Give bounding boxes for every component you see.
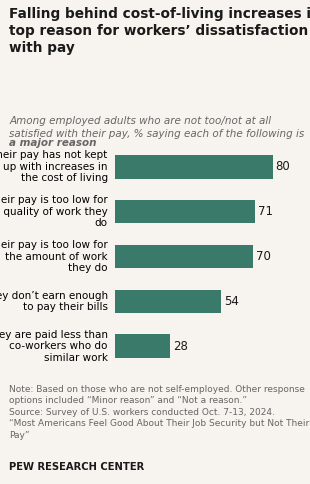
Bar <box>115 245 253 268</box>
Text: 54: 54 <box>224 295 239 308</box>
Text: 70: 70 <box>256 250 271 263</box>
Text: Note: Based on those who are not self-employed. Other response
options included : Note: Based on those who are not self-em… <box>9 385 310 439</box>
Text: Falling behind cost-of-living increases is
top reason for workers’ dissatisfacti: Falling behind cost-of-living increases … <box>9 7 310 55</box>
Bar <box>115 290 221 313</box>
Text: PEW RESEARCH CENTER: PEW RESEARCH CENTER <box>9 462 144 472</box>
Text: a major reason: a major reason <box>9 138 97 148</box>
Text: 28: 28 <box>173 340 188 353</box>
Text: 80: 80 <box>276 160 290 173</box>
Bar <box>115 334 170 358</box>
Text: 71: 71 <box>258 205 273 218</box>
Bar <box>115 155 272 179</box>
Text: Among employed adults who are not too/not at all
satisfied with their pay, % say: Among employed adults who are not too/no… <box>9 116 304 138</box>
Bar <box>115 200 255 223</box>
